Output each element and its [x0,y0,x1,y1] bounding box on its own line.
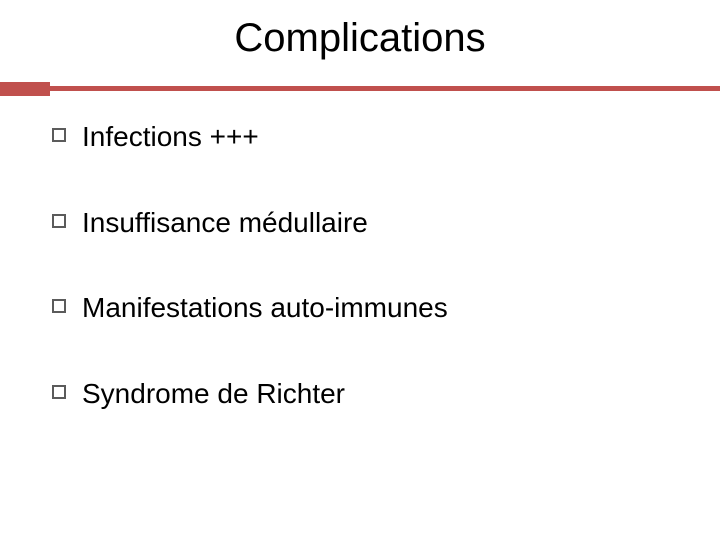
list-item-text: Syndrome de Richter [82,377,345,411]
divider-line [50,86,720,91]
list-item: Insuffisance médullaire [52,206,672,240]
bullet-icon [52,385,66,399]
list-item-text: Infections +++ [82,120,259,154]
list-item-text: Insuffisance médullaire [82,206,368,240]
title-divider [0,82,720,96]
slide: Complications Infections +++ Insuffisanc… [0,0,720,540]
slide-title: Complications [0,16,720,61]
list-item: Syndrome de Richter [52,377,672,411]
bullet-icon [52,299,66,313]
content-list: Infections +++ Insuffisance médullaire M… [52,120,672,462]
divider-tab [0,82,50,96]
list-item-text: Manifestations auto-immunes [82,291,448,325]
bullet-icon [52,128,66,142]
list-item: Infections +++ [52,120,672,154]
list-item: Manifestations auto-immunes [52,291,672,325]
bullet-icon [52,214,66,228]
